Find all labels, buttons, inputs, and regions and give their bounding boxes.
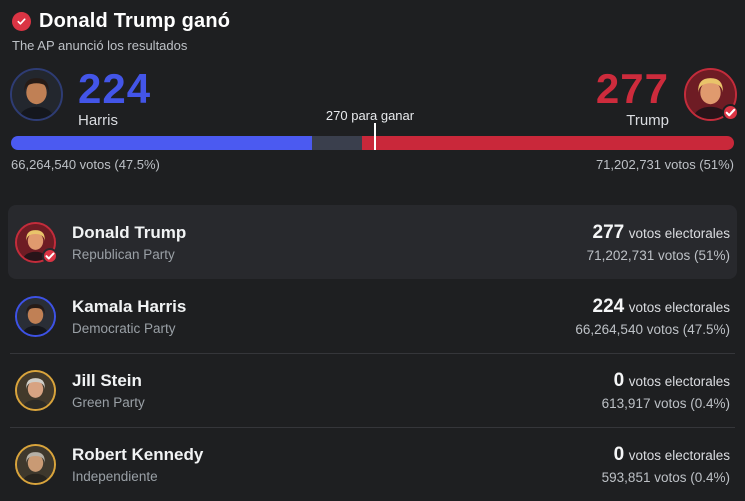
candidate-row[interactable]: Donald Trump Republican Party 277 votos … [8, 205, 737, 279]
threshold-marker [373, 123, 376, 150]
trump-electoral-count: 277 [595, 65, 669, 112]
electoral-scoreboard: 224 Harris 277 Trump 270 para ganar 66,2… [0, 53, 745, 179]
candidate-name: Kamala Harris [72, 296, 187, 316]
scoreboard-trump: 277 Trump [595, 65, 739, 129]
electoral-votes-label: votos electorales [628, 299, 730, 315]
candidate-name: Jill Stein [72, 370, 142, 390]
scoreboard-harris: 224 Harris [10, 68, 151, 129]
winner-check-icon [12, 12, 31, 31]
candidate-electoral-votes: 277 [592, 221, 625, 243]
candidate-electoral-votes: 224 [592, 295, 625, 317]
candidate-popular-votes: 613,917 votos (0.4%) [601, 395, 730, 411]
candidate-row[interactable]: Robert Kennedy Independiente 0 votos ele… [0, 427, 745, 501]
candidate-name: Robert Kennedy [72, 444, 204, 464]
candidate-avatar [15, 221, 58, 264]
popular-vote-totals: 66,264,540 votos (47.5%) 71,202,731 voto… [11, 157, 734, 172]
candidate-popular-votes: 66,264,540 votos (47.5%) [575, 321, 730, 337]
electoral-votes-label: votos electorales [628, 373, 730, 389]
harris-label: Harris [78, 112, 118, 129]
harris-popular-votes: 66,264,540 votos (47.5%) [11, 157, 160, 172]
candidate-avatar [15, 369, 56, 411]
bar-segment-undecided [311, 136, 362, 150]
candidate-row[interactable]: Jill Stein Green Party 0 votos electoral… [0, 353, 745, 427]
electoral-bar-segments [11, 136, 734, 150]
winner-check-badge [42, 247, 58, 264]
bar-segment-harris [11, 136, 312, 150]
candidate-avatar [15, 295, 56, 337]
candidate-electoral-votes: 0 [613, 443, 625, 465]
harris-avatar [10, 68, 63, 121]
candidate-electoral-votes: 0 [613, 369, 625, 391]
candidate-party: Republican Party [72, 246, 175, 262]
trump-label: Trump [626, 112, 669, 129]
trump-avatar [684, 68, 739, 121]
trump-popular-votes: 71,202,731 votos (51%) [595, 157, 734, 172]
candidate-popular-votes: 593,851 votos (0.4%) [601, 469, 730, 485]
candidate-row[interactable]: Kamala Harris Democratic Party 224 votos… [0, 279, 745, 353]
electoral-votes-label: votos electorales [628, 225, 730, 241]
candidate-list: Donald Trump Republican Party 277 votos … [0, 205, 745, 501]
harris-electoral-count: 224 [78, 65, 152, 112]
results-source-subtitle: The AP anunció los resultados [12, 38, 188, 53]
candidate-party: Democratic Party [72, 320, 176, 336]
candidate-name: Donald Trump [72, 222, 187, 242]
header-title-row: Donald Trump ganó [12, 10, 733, 33]
bar-segment-trump [361, 136, 734, 150]
electoral-votes-label: votos electorales [628, 447, 730, 463]
candidate-party: Independiente [72, 468, 158, 484]
candidate-avatar [15, 443, 56, 485]
threshold-label: 270 para ganar [325, 108, 415, 123]
electoral-progress-bar [11, 123, 734, 150]
results-header: Donald Trump ganó The AP anunció los res… [0, 0, 745, 53]
winner-check-badge [722, 104, 739, 121]
page-title: Donald Trump ganó [39, 10, 231, 32]
candidate-party: Green Party [72, 394, 145, 410]
candidate-popular-votes: 71,202,731 votos (51%) [586, 247, 730, 263]
